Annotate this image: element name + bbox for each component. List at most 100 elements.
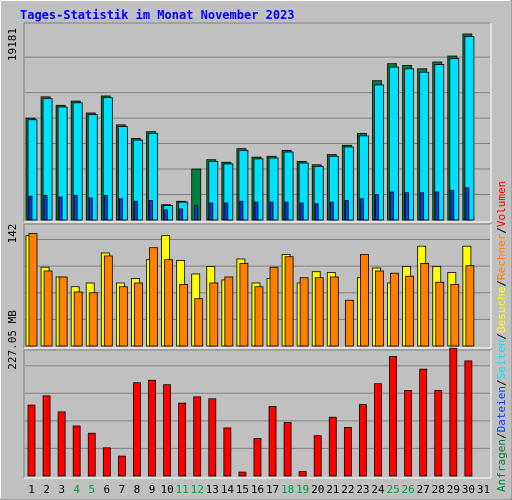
- bar-dateien-day-21: [328, 155, 339, 221]
- bar-dateien-day-18: [283, 151, 294, 221]
- panel-volume: 227.05 MB: [6, 310, 492, 479]
- bar-rechner-day-9: [149, 247, 158, 347]
- bar-volumen-day-18: [283, 422, 292, 477]
- bar-seiten-day-19: [299, 202, 304, 221]
- legend-entry: /: [495, 432, 508, 439]
- bar-rechner-day-19: [299, 277, 309, 347]
- bar-volumen-day-19: [298, 471, 307, 477]
- x-tick-label: 3: [58, 483, 65, 496]
- bar-dateien-day-2: [42, 98, 53, 221]
- bar-seiten-day-28: [435, 191, 440, 221]
- bar-dateien-day-23: [359, 135, 369, 221]
- bar-volumen-day-2: [42, 395, 51, 477]
- bar-volumen-day-24: [374, 383, 382, 477]
- bar-rechner-day-7: [118, 286, 128, 347]
- x-tick-label: 29: [447, 483, 460, 496]
- legend-right: Anfragen/Dateien/Seiten/Besuche/Rechner/…: [495, 181, 508, 492]
- bar-volumen-day-7: [117, 455, 126, 477]
- bar-volumen-day-11: [178, 402, 187, 477]
- legend-text: Anfragen/Dateien/Seiten/Besuche/Rechner/…: [495, 181, 508, 492]
- bar-seiten-day-9: [149, 200, 153, 221]
- bar-seiten-day-29: [450, 189, 455, 221]
- x-tick-label: 5: [88, 483, 95, 496]
- bar-rechner-day-30: [465, 265, 475, 347]
- bar-volumen-day-21: [328, 416, 337, 477]
- chart-panels: 19181 142 227.05 MB: [6, 22, 492, 479]
- bar-seiten-day-14: [224, 202, 229, 221]
- x-tick-label: 13: [206, 483, 219, 496]
- bar-seiten-day-10: [164, 209, 168, 221]
- x-tick-label: 27: [417, 483, 430, 496]
- bar-seiten-day-6: [103, 194, 108, 221]
- x-axis-ticks: 1 2 3 4 5 6 7 8 9 10 11 12 13 14 15 16 17 18 19 20 21 22 23 24 2…: [28, 483, 490, 496]
- bar-seiten-day-27: [420, 192, 425, 221]
- bar-volumen-day-4: [72, 425, 81, 477]
- bar-seiten-day-7: [118, 198, 123, 221]
- bar-rechner-day-21: [329, 276, 339, 347]
- bar-seiten-day-17: [269, 201, 274, 221]
- bar-rechner-day-14: [224, 276, 234, 347]
- bar-seiten-day-23: [360, 198, 364, 221]
- bar-volumen-day-13: [208, 398, 217, 477]
- bar-seiten-day-25: [390, 191, 394, 221]
- x-tick-label: 6: [104, 483, 111, 496]
- bar-rechner-day-23: [360, 254, 369, 347]
- x-tick-label: 1: [28, 483, 35, 496]
- x-tick-label: 22: [341, 483, 354, 496]
- x-tick-label: 23: [356, 483, 369, 496]
- bar-volumen-day-5: [87, 432, 96, 477]
- bar-volumen-day-23: [359, 404, 367, 477]
- bar-dateien-day-7: [117, 126, 128, 221]
- bar-volumen-day-1: [27, 404, 36, 477]
- bar-seiten-day-5: [88, 197, 93, 221]
- bar-dateien-day-9: [148, 132, 158, 221]
- x-tick-label: 31: [477, 483, 490, 496]
- x-tick-label: 21: [326, 483, 339, 496]
- bar-rechner-day-22: [344, 299, 354, 347]
- bar-dateien-day-10: [163, 205, 173, 221]
- bar-seiten-day-20: [314, 203, 319, 221]
- legend-entry: Anfragen: [495, 439, 508, 492]
- bar-dateien-day-3: [57, 106, 68, 221]
- bar-seiten-day-15: [239, 200, 244, 221]
- bar-rechner-day-29: [450, 284, 460, 347]
- bar-seiten-day-22: [344, 200, 349, 221]
- bar-dateien-day-28: [434, 64, 445, 221]
- bar-rechner-day-24: [375, 270, 384, 347]
- bar-seiten-day-2: [43, 194, 48, 221]
- bar-volumen-day-10: [163, 384, 171, 477]
- bar-seiten-day-11: [179, 208, 184, 221]
- x-tick-label: 20: [311, 483, 324, 496]
- bar-rechner-day-13: [209, 282, 219, 347]
- y-axis-max-label: 227.05 MB: [6, 310, 19, 370]
- bar-rechner-day-4: [73, 291, 83, 347]
- bar-volumen-day-3: [57, 411, 66, 477]
- bar-rechner-day-11: [179, 284, 189, 347]
- x-tick-label: 10: [160, 483, 173, 496]
- x-tick-label: 4: [73, 483, 80, 496]
- bar-rechner-day-5: [88, 292, 98, 347]
- bar-dateien-day-14: [223, 163, 234, 221]
- x-tick-label: 2: [43, 483, 50, 496]
- x-tick-label: 14: [221, 483, 235, 496]
- legend-entry: Volumen: [495, 181, 508, 227]
- bar-seiten-day-21: [329, 201, 334, 221]
- bar-rechner-day-8: [134, 282, 143, 347]
- panel-visits: 142: [6, 223, 492, 349]
- bar-rechner-day-10: [164, 259, 173, 347]
- bar-volumen-day-17: [268, 406, 277, 477]
- bar-rechner-day-12: [194, 298, 204, 347]
- bar-volumen-day-26: [404, 390, 413, 477]
- bar-dateien-day-19: [298, 162, 309, 221]
- bar-seiten-day-16: [254, 201, 259, 221]
- bar-volumen-day-29: [449, 347, 458, 477]
- x-tick-label: 11: [176, 483, 189, 496]
- x-tick-label: 28: [432, 483, 445, 496]
- bar-volumen-day-27: [419, 368, 428, 477]
- legend-entry: /: [495, 280, 508, 287]
- bar-volumen-day-14: [223, 427, 232, 477]
- bar-dateien-day-26: [404, 68, 415, 221]
- bar-rechner-day-3: [58, 276, 68, 347]
- bar-seiten-day-18: [284, 201, 289, 221]
- panel-requests: 19181: [6, 22, 492, 223]
